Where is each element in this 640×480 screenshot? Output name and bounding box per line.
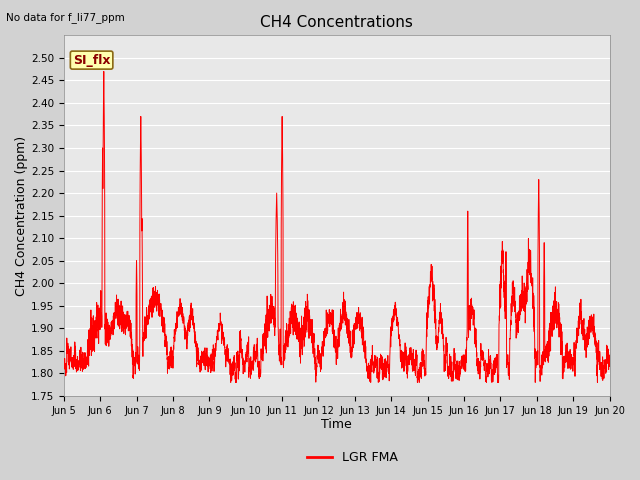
Title: CH4 Concentrations: CH4 Concentrations [260, 15, 413, 30]
Text: No data for f_li77_ppm: No data for f_li77_ppm [6, 12, 125, 23]
Legend: LGR FMA: LGR FMA [301, 446, 403, 469]
X-axis label: Time: Time [321, 419, 352, 432]
Y-axis label: CH4 Concentration (ppm): CH4 Concentration (ppm) [15, 135, 28, 296]
Text: SI_flx: SI_flx [73, 54, 110, 67]
